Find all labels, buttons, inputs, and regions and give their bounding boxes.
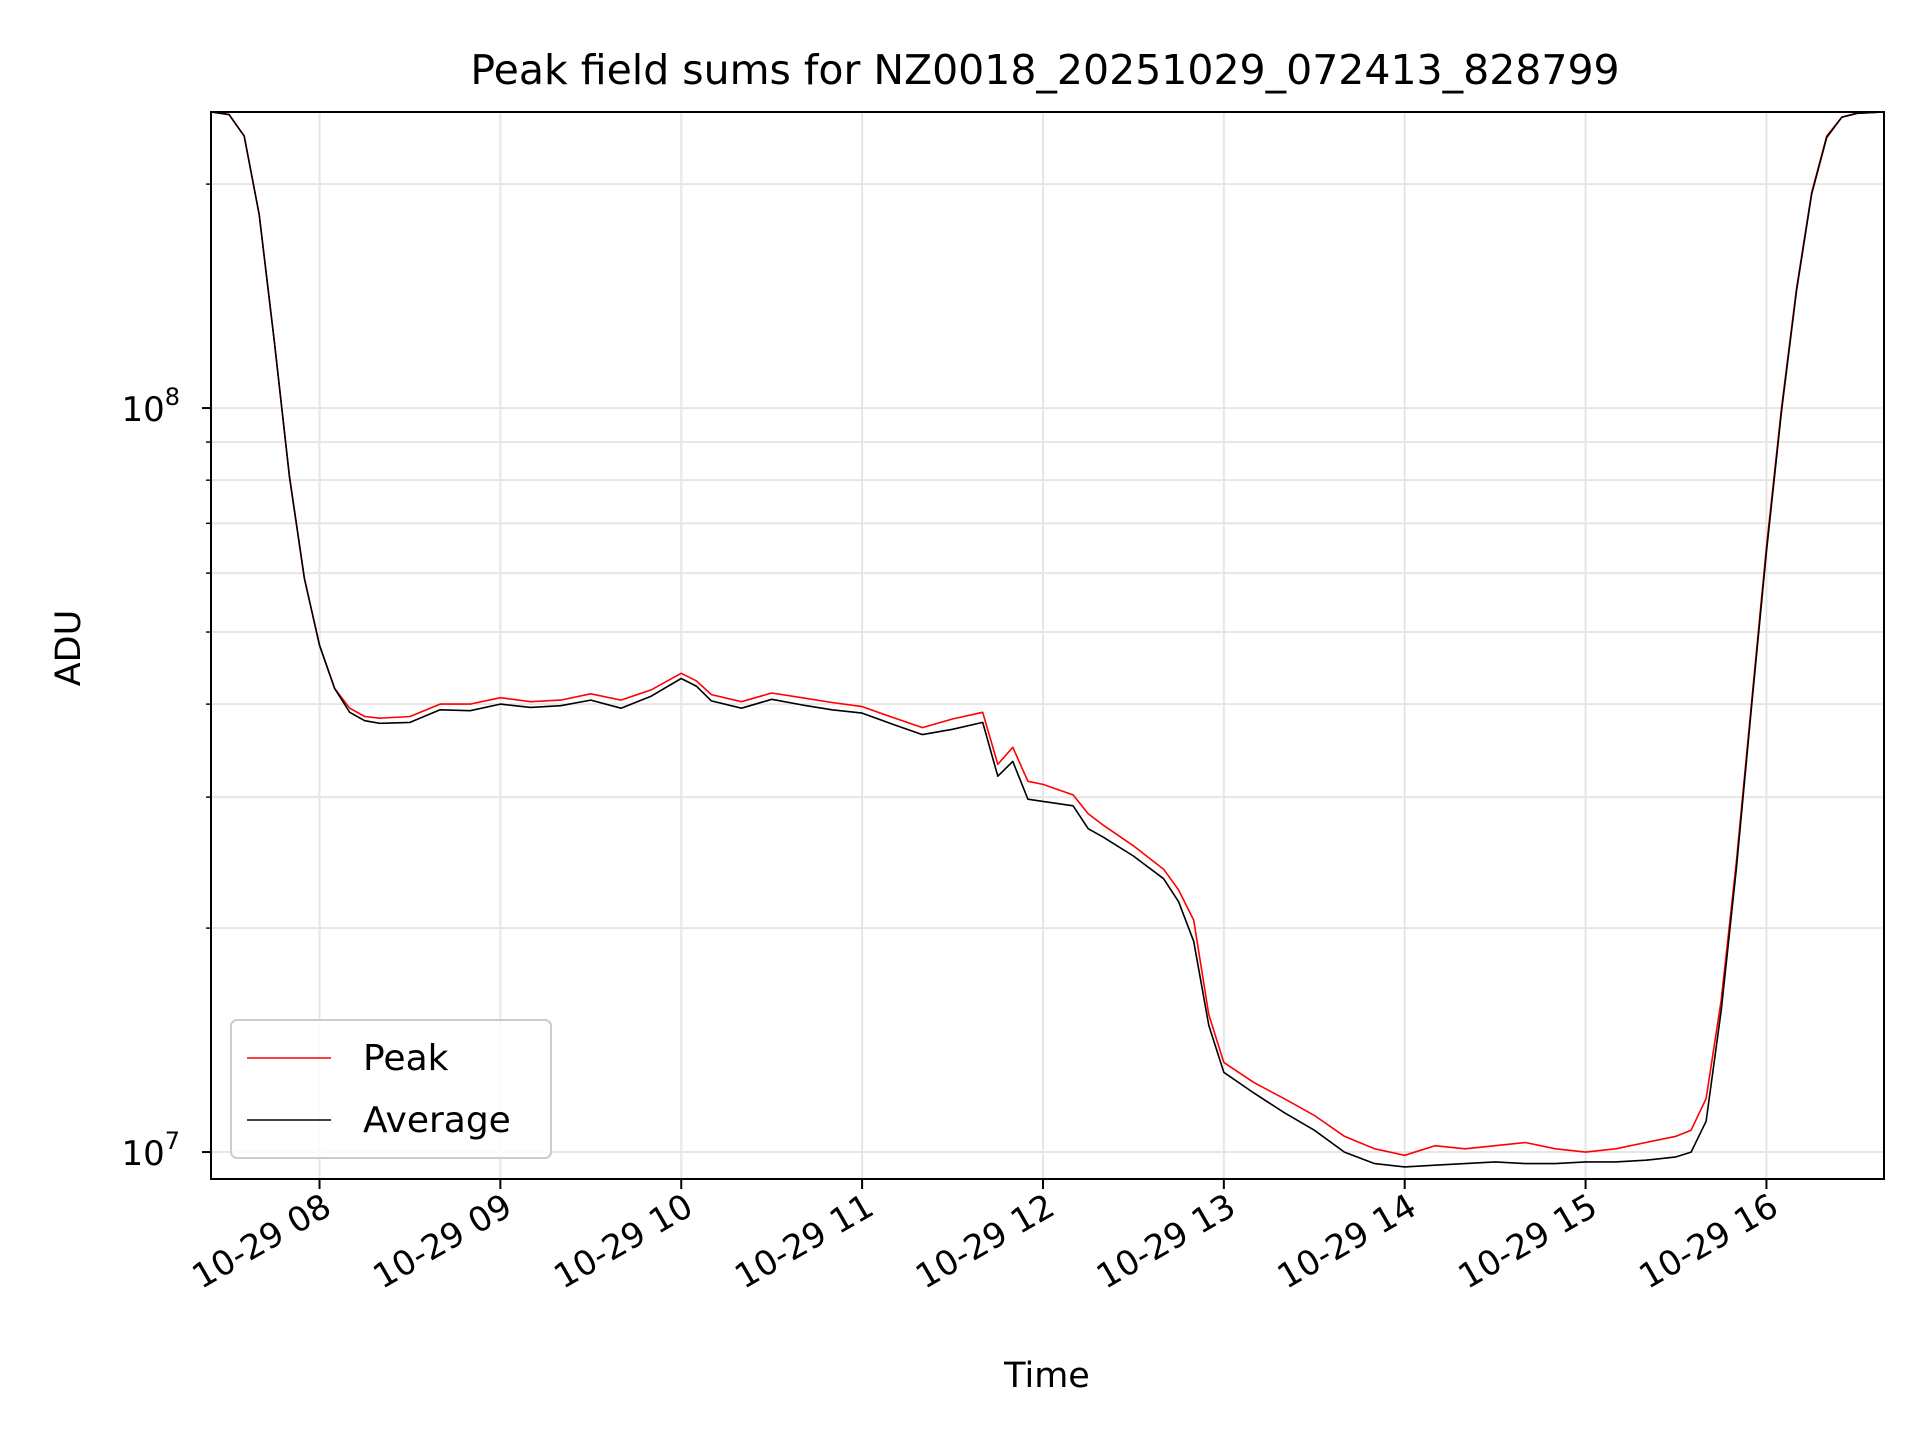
y-tick-label: 107	[121, 1127, 180, 1174]
legend-box	[230, 1019, 552, 1159]
axes-frame	[210, 111, 1885, 1180]
legend-label-peak: Peak	[363, 1038, 449, 1079]
y-tick-label: 108	[121, 383, 180, 430]
y-axis-label: ADU	[49, 610, 89, 687]
plot-area	[211, 112, 1884, 1168]
series-line-average	[211, 112, 1884, 1168]
series-line-peak	[211, 112, 1884, 1157]
legend-label-average: Average	[363, 1100, 511, 1141]
grid	[211, 112, 1884, 1179]
chart-title: Peak field sums for NZ0018_20251029_0724…	[470, 46, 1619, 94]
x-axis-label: Time	[1003, 1356, 1090, 1396]
legend: Peak Average	[230, 1019, 552, 1159]
